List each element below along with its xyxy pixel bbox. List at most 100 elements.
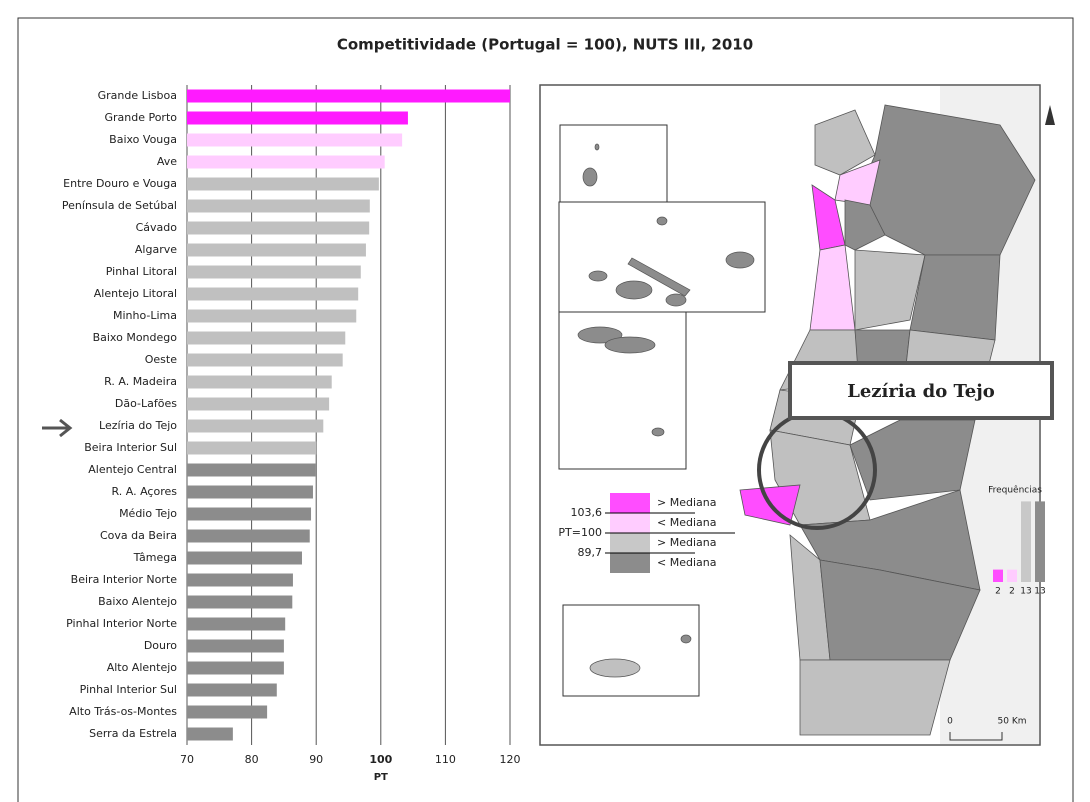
category-label: Douro [144,639,177,652]
bar [187,243,366,257]
legend-label: > Mediana [657,536,716,549]
x-tick-label: 100 [369,753,392,766]
legend-swatch [610,533,650,553]
x-tick-label: 110 [435,753,456,766]
bar [187,397,330,411]
category-label: Beira Interior Sul [84,441,177,454]
category-label: Minho-Lima [113,309,177,322]
legend-label: > Mediana [657,496,716,509]
bar [187,441,317,455]
category-label: Cávado [136,221,178,234]
scale-label: 0 [947,717,953,727]
legend-swatch [610,513,650,533]
category-label: Entre Douro e Vouga [63,177,177,190]
category-label: Baixo Vouga [109,133,177,146]
freq-bar [1007,569,1017,582]
bar [187,639,284,653]
category-label: Beira Interior Norte [71,573,178,586]
category-label: Pinhal Litoral [106,265,177,278]
bar [187,287,359,301]
bar [187,507,312,521]
freq-bar [993,569,1003,582]
legend-swatch [610,493,650,513]
category-label: Grande Porto [104,111,177,124]
madeira [589,658,641,678]
category-label: Baixo Mondego [93,331,178,344]
bar [187,111,408,125]
freq-bar [1035,501,1045,582]
bar [187,595,293,609]
map: Lezíria do Tejo 0 50 Km Frequências > Me… [539,84,1055,746]
category-label: Baixo Alentejo [98,595,177,608]
category-label: Alto Alentejo [107,661,178,674]
bar [187,221,370,235]
category-label: Algarve [135,243,177,256]
category-label: Serra da Estrela [89,727,177,740]
x-tick-label: 90 [309,753,323,766]
bar [187,375,332,389]
threshold-label: 103,6 [571,506,603,519]
frame [17,17,1074,802]
bar [187,133,403,147]
legend-swatch [610,553,650,573]
bar [187,551,302,565]
bar [187,617,286,631]
bar [187,485,313,499]
bar [187,155,385,169]
bar [187,463,316,477]
bar [187,353,343,367]
x-tick-label: 70 [180,753,194,766]
bar [187,727,233,741]
category-label: Pinhal Interior Sul [80,683,177,696]
threshold-label: 89,7 [578,546,603,559]
threshold-label: PT=100 [558,526,602,539]
category-label: Lezíria do Tejo [99,419,177,432]
freq-label: 2 [1009,587,1015,597]
legend-label: < Mediana [657,556,716,569]
freq-label: 13 [1020,587,1031,597]
arrow [42,418,73,438]
bar [187,199,370,213]
bar [187,89,510,103]
annotation: Lezíria do Tejo [847,381,995,402]
bar [187,529,310,543]
inset [559,124,668,203]
bar [187,661,284,675]
category-label: Grande Lisboa [98,89,177,102]
category-label: Cova da Beira [100,529,177,542]
annotation-box [788,361,1054,420]
bar [187,573,293,587]
freq-bar [1021,501,1031,582]
x-tick-label: 80 [245,753,259,766]
category-label: Península de Setúbal [62,199,177,212]
bar [187,309,357,323]
category-label: Tâmega [133,551,177,564]
bar [187,177,379,191]
category-label: Ave [157,155,177,168]
legend-label: < Mediana [657,516,716,529]
category-label: Médio Tejo [119,507,177,520]
category-label: Pinhal Interior Norte [66,617,177,630]
category-label: Alentejo Litoral [94,287,177,300]
bar-chart: 70 80 90 100 110 120 Grande Lisboa Grande Porto… [62,85,521,783]
category-label: Oeste [145,353,177,366]
north-arrow [1045,105,1055,125]
bar [187,419,324,433]
category-label: Alentejo Central [88,463,177,476]
category-label: Alto Trás-os-Montes [69,705,177,718]
x-axis-label: PT [374,772,388,783]
scale-label: 50 Km [998,717,1027,727]
freq-label: 13 [1034,587,1045,597]
category-label: Dão-Lafões [115,397,177,410]
inset [562,604,700,697]
scale-bar [949,732,1003,741]
chart-title: Competitividade (Portugal = 100), NUTS I… [337,36,753,54]
bar [187,705,268,719]
bar [187,331,346,345]
category-label: R. A. Madeira [104,375,177,388]
category-label: R. A. Açores [112,485,178,498]
bar [187,265,361,279]
islands [577,143,755,644]
bar [187,683,277,697]
